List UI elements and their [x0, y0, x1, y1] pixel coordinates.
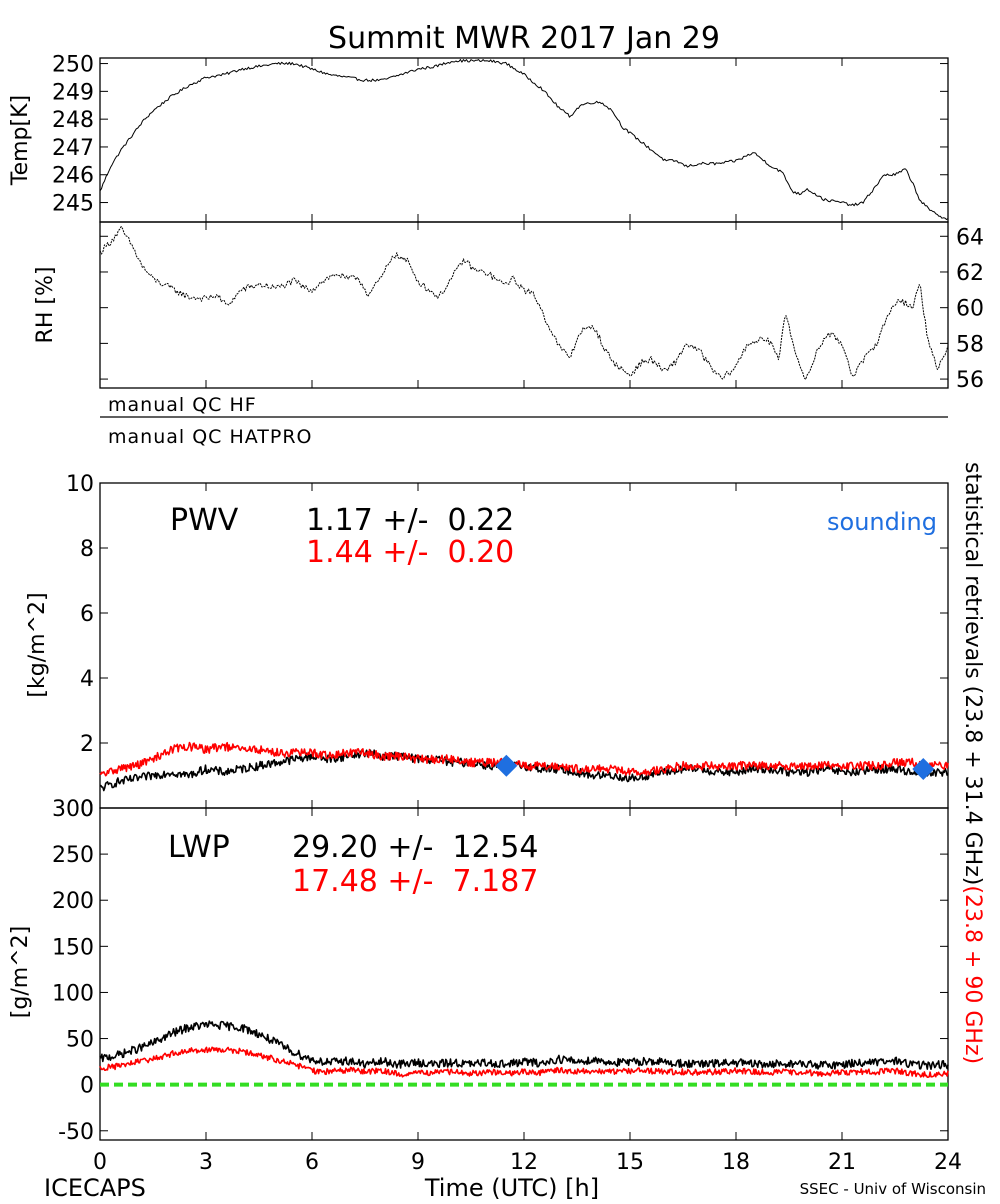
rh-panel-frame	[99, 221, 949, 389]
lwp-ytick-label: 100	[52, 981, 94, 1006]
sounding-marker	[495, 754, 518, 777]
lwp-black-stat: 29.20 +/- 12.54	[292, 830, 538, 865]
lwp-xtick-label: 3	[199, 1150, 213, 1175]
lwp-xtick-label: 0	[93, 1150, 107, 1175]
temp-series-black	[99, 59, 949, 220]
lwp-xtick-label: 6	[305, 1150, 319, 1175]
lwp-xtick-label: 15	[616, 1150, 644, 1175]
lwp-red-stat: 17.48 +/- 7.187	[292, 864, 538, 899]
lwp-series-red	[99, 1046, 949, 1078]
figure-title: Summit MWR 2017 Jan 29	[328, 21, 720, 56]
lwp-ytick-label: 250	[52, 843, 94, 868]
rh-axis-title: RH [%]	[33, 267, 58, 344]
temp-ytick-label: 245	[52, 192, 94, 217]
lwp-xtick-label: 12	[510, 1150, 538, 1175]
lwp-ytick-label: 50	[66, 1028, 94, 1053]
pwv-ytick-label: 4	[80, 667, 94, 692]
qc-hatpro-label: manual QC HATPRO	[108, 426, 313, 448]
pwv-chart: 0 2 4 6 8 10	[66, 472, 949, 822]
rh-ytick-label: 62	[956, 261, 984, 286]
temp-ytick-label: 246	[52, 164, 94, 189]
pwv-black-stat: 1.17 +/- 0.22	[306, 503, 514, 538]
lwp-ytick-label: 200	[52, 889, 94, 914]
rh-series-black	[99, 226, 949, 380]
lwp-axis-title: [g/m^2]	[8, 926, 33, 1018]
pwv-series-red	[99, 741, 949, 777]
pwv-ytick-label: 10	[66, 472, 94, 497]
x-axis-title: Time (UTC) [h]	[424, 1174, 599, 1200]
pwv-ytick-label: 2	[80, 732, 94, 757]
lwp-ytick-label: -50	[58, 1120, 94, 1145]
rh-ytick-label: 56	[956, 368, 984, 393]
temp-ytick-label: 247	[52, 136, 94, 161]
pwv-red-stat: 1.44 +/- 0.20	[306, 535, 514, 570]
pwv-ytick-label: 6	[80, 602, 94, 627]
footer-left-label: ICECAPS	[44, 1174, 146, 1200]
lwp-series-black	[99, 1020, 949, 1070]
caption-red-part: (23.8 + 90 GHz)	[960, 885, 985, 1064]
caption-black-part: statistical retrievals (23.8 + 31.4 GHz)	[960, 462, 985, 885]
rh-ytick-label: 60	[956, 297, 984, 322]
temp-ytick-label: 248	[52, 108, 94, 133]
pwv-axis-title: [kg/m^2]	[25, 592, 50, 697]
lwp-xtick-label: 18	[722, 1150, 750, 1175]
lwp-xtick-label: 21	[828, 1150, 856, 1175]
lwp-label: LWP	[168, 830, 230, 865]
rh-ytick-label: 58	[956, 332, 984, 357]
lwp-ytick-label: 300	[52, 797, 94, 822]
temp-ytick-label: 250	[52, 53, 94, 78]
rh-ytick-label: 64	[956, 225, 984, 250]
temp-ytick-label: 249	[52, 80, 94, 105]
lwp-ytick-label: 150	[52, 935, 94, 960]
pwv-ytick-label: 8	[80, 537, 94, 562]
pwv-label: PWV	[170, 503, 239, 538]
lwp-xtick-label: 9	[411, 1150, 425, 1175]
sounding-legend-label: sounding	[827, 508, 937, 536]
pwv-series-black	[99, 749, 949, 792]
qc-hf-label: manual QC HF	[108, 394, 257, 416]
temp-axis-title: Temp[K]	[8, 95, 33, 186]
pwv-ytick-label: 0	[80, 797, 94, 822]
rh-chart: 56 58 60 62 64	[99, 222, 984, 393]
footer-right-label: SSEC - Univ of Wisconsin	[800, 1180, 986, 1198]
lwp-xtick-label: 24	[934, 1150, 962, 1175]
lwp-ytick-label: 0	[80, 1074, 94, 1099]
right-vertical-caption: statistical retrievals (23.8 + 31.4 GHz)…	[960, 462, 985, 1064]
sounding-marker	[912, 758, 935, 780]
